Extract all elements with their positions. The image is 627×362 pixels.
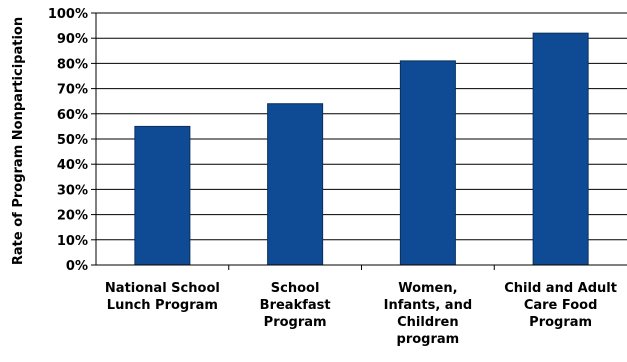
y-tick-labels: 0% 10% 20% 30% 40% 50% 60% 70% 80% 90% 100% (48, 7, 88, 274)
x-category-label-line: Lunch Program (107, 298, 218, 313)
y-tick-label: 30% (57, 183, 88, 198)
x-category-label-line: Children (397, 315, 459, 330)
x-category-label-line: Program (529, 315, 592, 330)
x-category-labels: National School Lunch Program School Breakf… (105, 281, 617, 347)
x-category-label: School Breakfast Program (260, 281, 331, 330)
bars (134, 32, 589, 266)
x-category-label-line: School (271, 281, 320, 296)
y-tick-label: 0% (66, 259, 88, 274)
bar (532, 32, 589, 266)
x-category-label-line: Infants, and (384, 298, 473, 313)
bar (399, 60, 456, 266)
x-category-label-line: Care Food (524, 298, 598, 313)
y-tick-label: 10% (57, 234, 88, 249)
x-category-label-line: National School (105, 281, 220, 296)
y-tick-label: 90% (57, 32, 88, 47)
x-category-label-line: Child and Adult (504, 281, 617, 296)
x-category-label-line: Women, (398, 281, 457, 296)
y-tick-label: 100% (48, 7, 88, 22)
x-category-label: National School Lunch Program (105, 281, 220, 313)
y-tick-label: 50% (57, 133, 88, 148)
y-tick-label: 70% (57, 83, 88, 98)
x-category-label: Child and Adult Care Food Program (504, 281, 617, 330)
y-tick-label: 40% (57, 158, 88, 173)
x-category-label-line: program (397, 332, 460, 347)
x-category-label-line: Breakfast (260, 298, 331, 313)
y-tick-label: 60% (57, 108, 88, 123)
bar (134, 125, 191, 266)
y-axis-title: Rate of Program Nonparticipation (11, 17, 26, 265)
x-category-label-line: Program (264, 315, 327, 330)
y-tick-label: 80% (57, 57, 88, 72)
x-category-label: Women, Infants, and Children program (384, 281, 473, 347)
bar (267, 103, 324, 266)
y-tick-label: 20% (57, 209, 88, 224)
axes (95, 13, 627, 266)
